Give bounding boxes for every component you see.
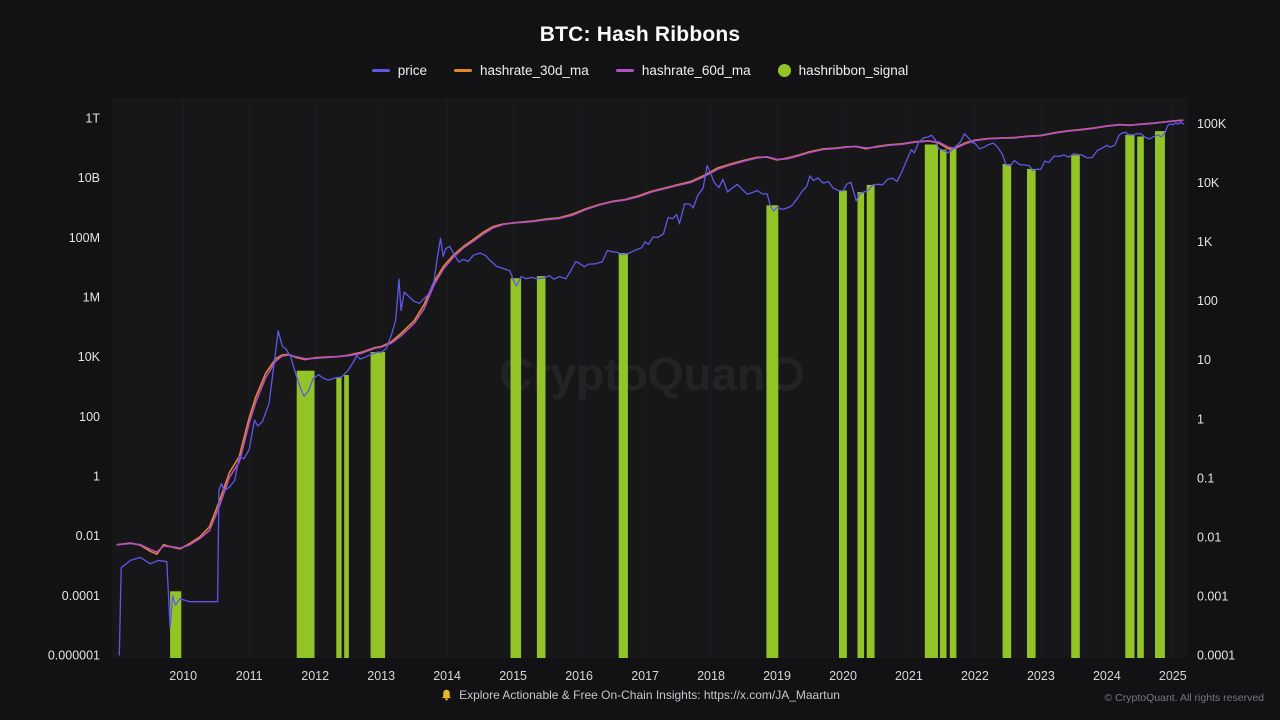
right-axis-label: 10 [1197, 353, 1211, 367]
signal-bar [1155, 131, 1165, 659]
signal-bar [766, 205, 779, 659]
legend-label-hashribbon-signal: hashribbon_signal [798, 63, 909, 78]
x-axis-label: 2022 [961, 669, 989, 683]
hashrate-30d-line-swatch-icon [453, 69, 472, 72]
x-axis-label: 2024 [1093, 669, 1121, 683]
x-axis-label: 2018 [697, 669, 725, 683]
legend-label-price: price [397, 63, 427, 78]
chart-title: BTC: Hash Ribbons [539, 23, 741, 46]
signal-bar [1002, 164, 1012, 658]
signal-bar [1027, 168, 1036, 658]
left-axis-label: 0.000001 [48, 649, 100, 663]
left-axis-label: 1M [83, 291, 100, 305]
right-axis-label: 0.0001 [1197, 649, 1235, 663]
signal-bar [370, 352, 386, 658]
signal-bar [866, 184, 875, 658]
signal-bar [170, 591, 182, 658]
legend-label-hashrate-60d: hashrate_60d_ma [641, 63, 751, 78]
legend-item-hashrate-30d-ma[interactable]: hashrate_30d_ma [453, 63, 589, 78]
signal-bar [857, 192, 865, 658]
x-axis-label: 2025 [1159, 669, 1187, 683]
watermark-text: CryptoQuant [499, 348, 780, 400]
hashrate-60d-line-swatch-icon [615, 69, 634, 72]
right-axis-label: 0.1 [1197, 471, 1214, 485]
signal-bar [344, 375, 349, 658]
signal-bar [336, 377, 342, 658]
left-axis-label: 1T [85, 112, 100, 126]
footer-note: Explore Actionable & Free On-Chain Insig… [0, 688, 1280, 702]
left-axis-label: 100 [79, 410, 100, 424]
x-axis-label: 2020 [829, 669, 857, 683]
signal-bar [949, 147, 957, 658]
footer-text: Explore Actionable & Free On-Chain Insig… [459, 688, 840, 702]
x-axis-label: 2019 [763, 669, 791, 683]
x-axis-label: 2014 [433, 669, 461, 683]
legend-item-hashrate-60d-ma[interactable]: hashrate_60d_ma [615, 63, 751, 78]
signal-bar [1137, 136, 1144, 658]
legend-item-price[interactable]: price [371, 63, 427, 78]
copyright-note: © CryptoQuant. All rights reserved [1104, 692, 1264, 704]
price-line-swatch-icon [371, 69, 390, 72]
left-axis-label: 1 [93, 470, 100, 484]
signal-bar [510, 278, 522, 658]
signal-bar [1071, 155, 1080, 658]
signal-bar [924, 144, 938, 658]
right-axis-label: 0.001 [1197, 590, 1228, 604]
left-axis-label: 10B [78, 171, 100, 185]
x-axis-label: 2011 [236, 669, 263, 683]
left-axis-label: 0.0001 [62, 589, 100, 603]
left-axis-label: 100M [69, 231, 100, 245]
x-axis-label: 2021 [895, 669, 923, 683]
signal-bar [618, 253, 628, 658]
x-axis-label: 2013 [367, 669, 395, 683]
hashrate_60d_ma-line [116, 119, 1184, 554]
x-axis-label: 2017 [631, 669, 659, 683]
x-axis-label: 2010 [169, 669, 197, 683]
legend-label-hashrate-30d: hashrate_30d_ma [479, 63, 589, 78]
legend-item-hashribbon-signal[interactable]: hashribbon_signal [777, 63, 909, 78]
bell-icon [442, 689, 451, 701]
x-axis-label: 2023 [1027, 669, 1055, 683]
right-axis-label: 1 [1197, 412, 1204, 426]
right-axis-label: 100K [1197, 117, 1227, 131]
price-line [118, 121, 1185, 656]
right-axis-label: 0.01 [1197, 530, 1221, 544]
left-axis-label: 10K [78, 350, 101, 364]
x-axis-label: 2012 [301, 669, 329, 683]
chart-legend: price hashrate_30d_ma hashrate_60d_ma ha… [0, 63, 1280, 78]
x-axis-label: 2015 [499, 669, 527, 683]
signal-bar [1125, 134, 1135, 658]
x-axis-label: 2016 [565, 669, 593, 683]
right-axis-label: 100 [1197, 294, 1218, 308]
right-axis-label: 10K [1197, 176, 1220, 190]
signal-bar [839, 190, 847, 658]
signal-bar [536, 276, 546, 658]
hashribbon-signal-dot-icon [777, 64, 791, 77]
right-axis-label: 1K [1197, 235, 1213, 249]
signal-bar [296, 370, 315, 658]
signal-bar [939, 149, 947, 658]
left-axis-label: 0.01 [76, 529, 100, 543]
